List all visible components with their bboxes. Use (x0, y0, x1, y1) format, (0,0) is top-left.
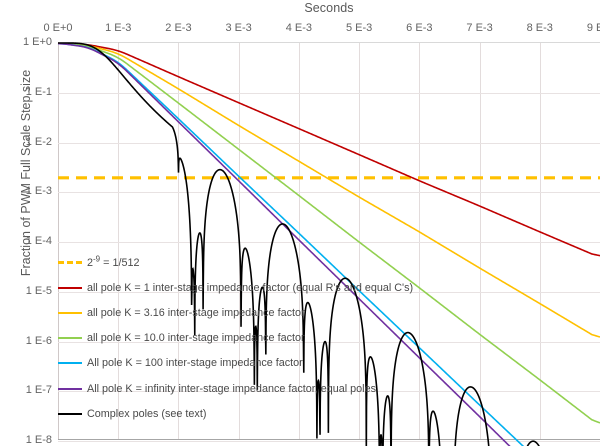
legend-color-swatch (58, 337, 82, 340)
legend-item[interactable]: all pole K = 1 inter-stage impedance fac… (58, 275, 478, 300)
legend-item[interactable]: all pole K = 3.16 inter-stage impedance … (58, 300, 478, 325)
series-path (58, 42, 540, 446)
gridline-vertical (539, 43, 541, 439)
legend-item-label: all pole K = 1 inter-stage impedance fac… (87, 281, 414, 294)
y-tick-label: 1 E-7 (25, 384, 52, 397)
y-tick-label: 1 E+0 (22, 36, 52, 48)
gridline-horizontal (58, 291, 600, 293)
gridline-horizontal (58, 92, 600, 94)
gridline-horizontal (58, 242, 600, 243)
legend-color-swatch (58, 412, 82, 415)
legend-item[interactable]: All pole K = infinity inter-stage impeda… (58, 376, 478, 401)
gridline-horizontal (58, 441, 600, 442)
series-path (57, 42, 600, 257)
x-tick-label: 1 E-3 (105, 22, 132, 34)
gridline-horizontal (58, 192, 600, 194)
legend-item[interactable]: Complex poles (see text) (58, 401, 478, 426)
series-lines (57, 42, 600, 446)
gridline-vertical (479, 43, 481, 439)
legend-item[interactable]: All pole K = 100 inter-stage impedance f… (58, 351, 478, 376)
gridline-horizontal (58, 142, 600, 144)
x-axis-title: Seconds (304, 1, 354, 15)
legend-item-label: All pole K = 100 inter-stage impedance f… (87, 357, 303, 370)
legend-item-label: All pole K = infinity inter-stage impeda… (87, 382, 376, 395)
legend-item-label: all pole K = 10.0 inter-stage impedance … (87, 332, 305, 345)
x-tick-label: 5 E-3 (345, 22, 373, 34)
x-tick-label: 2 E-3 (165, 22, 192, 34)
y-tick-label: 1 E-4 (25, 235, 52, 247)
gridline-vertical (419, 43, 421, 439)
y-axis-title: Fraction of PWM Full Scale Step size (19, 69, 33, 277)
y-tick-label: 1 E-6 (25, 334, 52, 347)
y-tick-label: 1 E-3 (25, 185, 52, 198)
series-path (57, 42, 600, 424)
legend-item[interactable]: all pole K = 10.0 inter-stage impedance … (58, 326, 478, 351)
y-tick-label: 1 E-5 (25, 284, 52, 297)
x-tick-label: 8 E-3 (526, 22, 553, 34)
series-path (57, 42, 511, 446)
x-tick-label: 7 E-3 (466, 22, 493, 34)
legend-item-label: Complex poles (see text) (87, 407, 207, 420)
series-path (57, 42, 525, 446)
x-tick-label: 3 E-3 (225, 22, 252, 34)
chart-legend: 2-9 = 1/512 all pole K = 1 inter-stage im… (58, 250, 478, 426)
legend-color-swatch (58, 362, 82, 365)
x-tick-label: 4 E-3 (285, 22, 313, 34)
legend-item-label: all pole K = 3.16 inter-stage impedance … (87, 306, 305, 319)
y-tick-label: 1 E-2 (25, 135, 52, 148)
y-tick-label: 1 E-1 (25, 85, 52, 98)
gridline-vertical (118, 43, 120, 439)
legend-color-swatch (58, 311, 82, 314)
legend-color-swatch (58, 261, 82, 265)
gridline-vertical (58, 43, 59, 439)
x-tick-label: 0 E+0 (43, 22, 73, 34)
legend-item-label: 2-9 = 1/512 (87, 254, 140, 269)
y-tick-label: 1 E-8 (25, 434, 52, 446)
gridline-vertical (178, 43, 180, 439)
series-path (57, 42, 600, 338)
legend-color-swatch (58, 387, 82, 390)
legend-color-swatch (58, 286, 82, 289)
x-tick-label: 6 E-3 (406, 22, 433, 34)
legend-item[interactable]: 2-9 = 1/512 (58, 250, 478, 275)
plot-area (57, 42, 600, 446)
gridline-vertical (359, 43, 361, 439)
x-tick-label: 9 E-3 (586, 22, 600, 34)
